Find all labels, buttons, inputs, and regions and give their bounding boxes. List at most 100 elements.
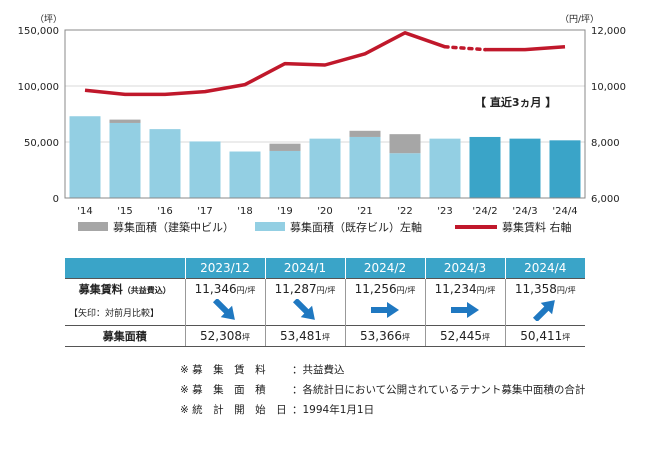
bar-existing	[429, 138, 461, 198]
arrow-shape	[371, 302, 399, 318]
right-tick-label: 6,000	[591, 194, 620, 205]
rent-value: 11,256	[354, 282, 397, 296]
table-header-cell: 2023/12	[184, 258, 265, 279]
bar-existing	[149, 129, 181, 198]
right-tick-label: 8,000	[591, 138, 620, 149]
bar-existing	[269, 150, 301, 198]
table-area-row: 募集面積 52,308坪 53,481坪 53,366坪 52,445坪 50,…	[65, 325, 585, 347]
bar-existing	[69, 116, 101, 198]
area-value-cell: 53,481坪	[264, 325, 345, 347]
rent-value: 11,346	[194, 282, 237, 296]
x-tick-label: '21	[357, 206, 372, 217]
arrow-shape	[451, 302, 479, 318]
bar-existing	[229, 151, 261, 198]
area-value: 53,366	[360, 329, 402, 343]
arrow-shape	[212, 297, 235, 320]
left-tick-label: 0	[53, 194, 59, 205]
rent-value: 11,287	[274, 282, 317, 296]
trend-arrow-cell	[344, 299, 425, 326]
trend-arrow-icon	[371, 302, 399, 318]
area-unit: 坪	[402, 333, 410, 342]
trend-arrow-cell	[424, 299, 505, 326]
table-rent-row: 募集賃料（共益費込） 11,346円/坪 11,287円/坪 11,256円/坪…	[65, 278, 585, 299]
left-axis-unit: （坪）	[35, 14, 62, 25]
area-unit: 坪	[482, 333, 490, 342]
table-header-cell: 2024/2	[344, 258, 425, 279]
rent-unit: 円/坪	[556, 286, 576, 295]
footnote-key: ※ 募 集 面 積	[180, 384, 266, 396]
area-row-label: 募集面積	[65, 325, 185, 347]
axes: 150,000 12,000 100,000 10,000 50,000 8,000 0 6,…	[18, 26, 626, 217]
table-arrow-row: 【矢印：対前月比較】	[65, 297, 585, 326]
rent-value-cell: 11,234円/坪	[424, 278, 505, 299]
footnote-value: ：各統計日において公開されているテナント募集中面積の合計	[292, 384, 586, 396]
area-value: 50,411	[520, 329, 563, 343]
x-tick-label: '16	[157, 206, 172, 217]
highlight-annotation: 【 直近3ヵ月 】	[475, 95, 556, 109]
plot-frame	[64, 29, 586, 199]
x-tick-label: '20	[317, 206, 332, 217]
area-value-cell: 53,366坪	[344, 325, 425, 347]
table-header-row: 2023/12 2024/1 2024/2 2024/3 2024/4	[65, 258, 585, 279]
bar-existing	[509, 138, 541, 198]
legend-swatch	[78, 222, 108, 231]
footnote-row: ※ 募 集 面 積 ：各統計日において公開されているテナント募集中面積の合計	[180, 380, 585, 400]
rent-value-cell: 11,358円/坪	[504, 278, 585, 299]
bar-existing	[349, 136, 381, 198]
trend-arrow-icon	[212, 297, 235, 320]
bar-existing	[109, 122, 141, 198]
x-tick-label: '22	[397, 206, 412, 217]
x-tick-label: '19	[277, 206, 292, 217]
trend-arrow-cell	[184, 297, 265, 326]
rent-row-label: 募集賃料（共益費込）	[65, 278, 185, 299]
rent-line-recent	[485, 45, 566, 52]
left-tick-label: 150,000	[18, 26, 59, 37]
area-value-cell: 52,308坪	[184, 325, 265, 347]
area-value-cell: 52,445坪	[424, 325, 505, 347]
table-header-cell: 2024/1	[264, 258, 345, 279]
x-tick-label: '17	[197, 206, 212, 217]
footnote-key: ※ 募 集 賃 料	[180, 364, 266, 376]
x-tick-label: '24/2	[472, 206, 497, 217]
legend: 募集面積（建築中ビル） 募集面積（既存ビル）左軸 募集賃料 右軸	[78, 220, 572, 234]
legend-label: 募集賃料 右軸	[502, 220, 572, 234]
rent-unit: 円/坪	[476, 286, 496, 295]
rent-label-sub: （共益費込）	[122, 286, 171, 295]
area-unit: 坪	[242, 333, 250, 342]
rent-line-solid	[84, 31, 446, 97]
footnote-value: ：共益費込	[292, 364, 345, 376]
x-tick-label: '24/3	[512, 206, 537, 217]
footnote-value: ：1994年1月1日	[292, 404, 375, 416]
x-tick-label: '15	[117, 206, 132, 217]
line-series	[84, 31, 566, 97]
bar-under-construction	[269, 143, 301, 151]
bar-series	[69, 116, 581, 198]
bar-under-construction	[349, 130, 381, 137]
bar-under-construction	[389, 134, 421, 154]
bar-existing	[389, 153, 421, 198]
summary-table: 2023/12 2024/1 2024/2 2024/3 2024/4 募集賃料…	[65, 258, 585, 347]
rent-value: 11,358	[514, 282, 557, 296]
footnote-row: ※ 統 計 開 始 日 ：1994年1月1日	[180, 400, 585, 420]
trend-arrow-icon	[533, 300, 556, 323]
area-value-cell: 50,411坪	[504, 325, 585, 347]
right-tick-label: 10,000	[591, 82, 626, 93]
legend-label: 募集面積（既存ビル）左軸	[290, 220, 422, 234]
arrow-note: 【矢印：対前月比較】	[69, 308, 160, 319]
bar-existing	[469, 136, 501, 198]
x-tick-label: '18	[237, 206, 252, 217]
right-tick-label: 12,000	[591, 26, 626, 37]
table-header-cell: 2024/3	[424, 258, 505, 279]
bar-under-construction	[109, 119, 141, 123]
legend-label: 募集面積（建築中ビル）	[113, 220, 234, 234]
left-tick-label: 100,000	[18, 82, 59, 93]
rent-value-cell: 11,287円/坪	[264, 278, 345, 299]
trend-arrow-cell	[504, 299, 585, 326]
bar-existing	[189, 141, 221, 198]
trend-arrow-icon	[292, 297, 315, 320]
arrow-shape	[533, 300, 556, 323]
legend-swatch	[255, 222, 285, 231]
rent-unit: 円/坪	[316, 286, 336, 295]
table-header-blank	[65, 258, 185, 279]
rent-line-dotted	[443, 45, 487, 52]
